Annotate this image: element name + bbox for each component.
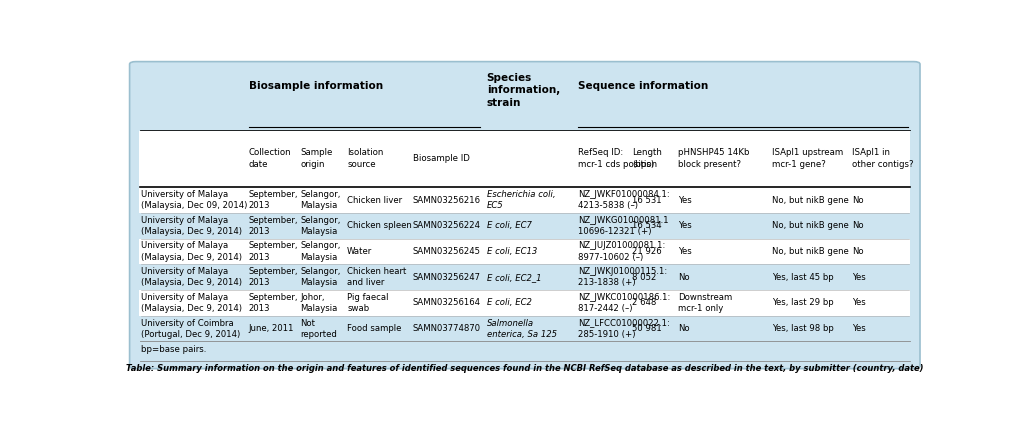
Text: Yes: Yes xyxy=(852,273,865,282)
Text: E coli, EC2_1: E coli, EC2_1 xyxy=(486,273,542,282)
Bar xyxy=(139,132,910,340)
Text: 50 981: 50 981 xyxy=(632,324,662,333)
Bar xyxy=(139,213,910,239)
Text: Length
(bps): Length (bps) xyxy=(632,149,662,169)
Text: September,
2013: September, 2013 xyxy=(249,267,298,287)
Text: No: No xyxy=(852,247,863,256)
Text: University of Coimbra
(Portugal, Dec 9, 2014): University of Coimbra (Portugal, Dec 9, … xyxy=(141,319,241,339)
Text: NZ_JUJZ01000081.1:
8977-10602 (–): NZ_JUJZ01000081.1: 8977-10602 (–) xyxy=(578,242,666,262)
Text: Chicken heart
and liver: Chicken heart and liver xyxy=(347,267,407,287)
Text: September,
2013: September, 2013 xyxy=(249,216,298,236)
Text: Selangor,
Malaysia: Selangor, Malaysia xyxy=(300,242,341,262)
Text: SAMN03256216: SAMN03256216 xyxy=(413,196,481,204)
Text: SAMN03774870: SAMN03774870 xyxy=(413,324,481,333)
Text: No: No xyxy=(678,324,689,333)
Text: Yes: Yes xyxy=(678,196,692,204)
Text: NZ_LFCC01000022.1:
285-1910 (+): NZ_LFCC01000022.1: 285-1910 (+) xyxy=(578,319,670,339)
Text: Sequence information: Sequence information xyxy=(578,81,709,91)
Text: Water: Water xyxy=(347,247,373,256)
Text: September,
2013: September, 2013 xyxy=(249,242,298,262)
Bar xyxy=(139,316,910,341)
Text: SAMN03256164: SAMN03256164 xyxy=(413,298,481,308)
Text: Table: Summary information on the origin and features of identified sequences fo: Table: Summary information on the origin… xyxy=(126,364,924,373)
Text: Yes: Yes xyxy=(852,298,865,308)
Text: University of Malaya
(Malaysia, Dec 09, 2014): University of Malaya (Malaysia, Dec 09, … xyxy=(141,190,248,210)
Text: 21 926: 21 926 xyxy=(632,247,662,256)
FancyBboxPatch shape xyxy=(130,62,920,368)
Text: Collection
date: Collection date xyxy=(249,149,291,169)
Text: No: No xyxy=(678,273,689,282)
Text: NZ_JWKG01000081.1
10696-12321 (+): NZ_JWKG01000081.1 10696-12321 (+) xyxy=(578,216,669,236)
Text: Selangor,
Malaysia: Selangor, Malaysia xyxy=(300,267,341,287)
Text: RefSeq ID:
mcr-1 cds position: RefSeq ID: mcr-1 cds position xyxy=(578,149,657,169)
Text: Pig faecal
swab: Pig faecal swab xyxy=(347,293,388,313)
Text: Isolation
source: Isolation source xyxy=(347,149,383,169)
Text: SAMN03256247: SAMN03256247 xyxy=(413,273,481,282)
Text: Escherichia coli,
EC5: Escherichia coli, EC5 xyxy=(486,190,555,210)
Text: September,
2013: September, 2013 xyxy=(249,293,298,313)
Text: Selangor,
Malaysia: Selangor, Malaysia xyxy=(300,216,341,236)
Text: University of Malaya
(Malaysia, Dec 9, 2014): University of Malaya (Malaysia, Dec 9, 2… xyxy=(141,242,243,262)
Text: Chicken liver: Chicken liver xyxy=(347,196,402,204)
Text: Yes: Yes xyxy=(678,247,692,256)
Text: SAMN03256224: SAMN03256224 xyxy=(413,221,481,230)
Text: E coli, EC7: E coli, EC7 xyxy=(486,221,531,230)
Text: Species
information,
strain: Species information, strain xyxy=(486,73,560,108)
Text: NZ_JWKJ01000115.1:
213-1838 (+): NZ_JWKJ01000115.1: 213-1838 (+) xyxy=(578,267,667,287)
Text: E coli, EC2: E coli, EC2 xyxy=(486,298,531,308)
Text: 2 648: 2 648 xyxy=(632,298,656,308)
Text: 8 052: 8 052 xyxy=(632,273,656,282)
Text: Selangor,
Malaysia: Selangor, Malaysia xyxy=(300,190,341,210)
Text: No, but nikB gene: No, but nikB gene xyxy=(772,196,849,204)
Text: Yes, last 45 bp: Yes, last 45 bp xyxy=(772,273,834,282)
Text: No: No xyxy=(852,221,863,230)
Bar xyxy=(139,264,910,290)
Text: No: No xyxy=(852,196,863,204)
Text: September,
2013: September, 2013 xyxy=(249,190,298,210)
Text: June, 2011: June, 2011 xyxy=(249,324,294,333)
Text: Johor,
Malaysia: Johor, Malaysia xyxy=(300,293,338,313)
Text: Biosample ID: Biosample ID xyxy=(413,154,470,163)
Text: University of Malaya
(Malaysia, Dec 9, 2014): University of Malaya (Malaysia, Dec 9, 2… xyxy=(141,216,243,236)
Text: Downstream
mcr-1 only: Downstream mcr-1 only xyxy=(678,293,732,313)
Text: E coli, EC13: E coli, EC13 xyxy=(486,247,537,256)
Text: pHNSHP45 14Kb
block present?: pHNSHP45 14Kb block present? xyxy=(678,149,750,169)
Text: ISApl1 upstream
mcr-1 gene?: ISApl1 upstream mcr-1 gene? xyxy=(772,149,844,169)
Bar xyxy=(139,290,910,316)
Bar xyxy=(139,187,910,213)
Text: NZ_JWKC01000186.1:
817-2442 (–): NZ_JWKC01000186.1: 817-2442 (–) xyxy=(578,293,671,313)
Text: University of Malaya
(Malaysia, Dec 9, 2014): University of Malaya (Malaysia, Dec 9, 2… xyxy=(141,293,243,313)
Text: No, but nikB gene: No, but nikB gene xyxy=(772,247,849,256)
Text: Not
reported: Not reported xyxy=(300,319,337,339)
Text: No, but nikB gene: No, but nikB gene xyxy=(772,221,849,230)
Text: Biosample information: Biosample information xyxy=(249,81,383,91)
Text: Yes, last 29 bp: Yes, last 29 bp xyxy=(772,298,834,308)
Text: Food sample: Food sample xyxy=(347,324,401,333)
Text: University of Malaya
(Malaysia, Dec 9, 2014): University of Malaya (Malaysia, Dec 9, 2… xyxy=(141,267,243,287)
Text: Sample
origin: Sample origin xyxy=(300,149,333,169)
Text: 16 534: 16 534 xyxy=(632,221,662,230)
Text: Salmonella
enterica, Sa 125: Salmonella enterica, Sa 125 xyxy=(486,319,557,339)
Text: Yes, last 98 bp: Yes, last 98 bp xyxy=(772,324,835,333)
Text: ISApl1 in
other contigs?: ISApl1 in other contigs? xyxy=(852,149,913,169)
Text: SAMN03256245: SAMN03256245 xyxy=(413,247,481,256)
Text: Yes: Yes xyxy=(852,324,865,333)
Text: NZ_JWKF01000084.1:
4213-5838 (–): NZ_JWKF01000084.1: 4213-5838 (–) xyxy=(578,190,670,210)
Text: bp=base pairs.: bp=base pairs. xyxy=(141,345,207,354)
Text: Yes: Yes xyxy=(678,221,692,230)
Text: 16 531: 16 531 xyxy=(632,196,662,204)
Text: Chicken spleen: Chicken spleen xyxy=(347,221,412,230)
Bar xyxy=(139,239,910,264)
